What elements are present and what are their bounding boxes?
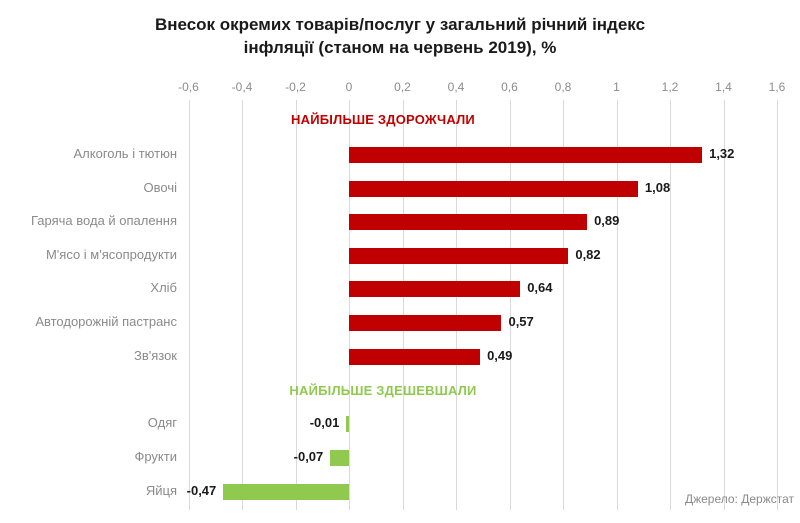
- x-tick-label: -0,2: [285, 80, 306, 94]
- bar-increase: [349, 281, 521, 298]
- category-label: Алкоголь і тютюн: [73, 146, 178, 161]
- category-label: Яйця: [145, 483, 177, 498]
- value-label: 0,49: [487, 347, 513, 363]
- gridline: [402, 100, 404, 510]
- bar-increase: [349, 315, 502, 331]
- bar-increase: [349, 180, 638, 197]
- gridline: [188, 100, 190, 510]
- gridline: [456, 100, 457, 510]
- bar-increase: [349, 247, 569, 264]
- value-label: 0,57: [508, 314, 534, 329]
- gridline: [777, 100, 778, 510]
- category-label: Хліб: [150, 280, 177, 296]
- value-label: 0,64: [527, 280, 553, 296]
- bar-increase: [349, 147, 703, 163]
- x-tick-label: 0: [345, 80, 353, 94]
- value-label: 0,82: [575, 246, 601, 262]
- gridline: [295, 100, 297, 510]
- category-label: Овочі: [143, 179, 177, 195]
- bar-decrease: [346, 416, 349, 432]
- gridline: [242, 100, 243, 510]
- category-label: Одяг: [147, 415, 177, 430]
- bar-increase: [349, 348, 481, 365]
- x-tick-label: 1,4: [715, 80, 732, 94]
- x-tick-label: 1,2: [661, 80, 679, 94]
- bar-increase: [349, 214, 588, 231]
- x-tick-label: 0,4: [447, 80, 465, 94]
- category-label: Зв'язок: [133, 347, 177, 363]
- value-label: -0,01: [309, 415, 340, 430]
- gridline: [616, 100, 618, 510]
- gridline: [509, 100, 511, 510]
- gridline: [563, 100, 564, 510]
- category-label: Гаряча вода й опалення: [31, 213, 177, 229]
- value-label: 0,89: [594, 213, 620, 229]
- chart-title-line2: інфляції (станом на червень 2019), %: [243, 38, 557, 57]
- category-label: М'ясо і м'ясопродукти: [45, 246, 177, 262]
- chart-title-line1: Внесок окремих товарів/послуг у загальни…: [154, 15, 646, 34]
- chart-title: Внесок окремих товарів/послуг у загальни…: [0, 13, 800, 59]
- section-header-most-cheapened: НАЙБІЛЬШЕ ЗДЕШЕВШАЛИ: [289, 383, 477, 398]
- gridline: [723, 100, 725, 510]
- x-tick-label: 0,2: [394, 80, 411, 94]
- value-label: 1,08: [644, 179, 671, 195]
- x-tick-label: 0,6: [501, 80, 518, 94]
- gridline: [670, 100, 671, 510]
- value-label: 1,32: [709, 146, 735, 161]
- bar-decrease: [223, 484, 349, 500]
- bar-decrease: [330, 450, 349, 466]
- category-label: Фрукти: [134, 449, 177, 464]
- x-tick-label: 1: [613, 80, 620, 94]
- value-label: -0,07: [293, 449, 324, 464]
- value-label: -0,47: [186, 483, 217, 498]
- x-tick-label: 1,6: [768, 80, 786, 94]
- gridline: [349, 100, 350, 510]
- source-note: Джерело: Держстат: [684, 492, 794, 506]
- x-tick-label: 0,8: [554, 80, 572, 94]
- x-tick-label: -0,6: [178, 80, 199, 94]
- section-header-most-expensive: НАЙБІЛЬШЕ ЗДОРОЖЧАЛИ: [291, 112, 475, 127]
- category-label: Автодорожній пастранс: [35, 314, 177, 329]
- x-tick-label: -0,4: [231, 80, 253, 94]
